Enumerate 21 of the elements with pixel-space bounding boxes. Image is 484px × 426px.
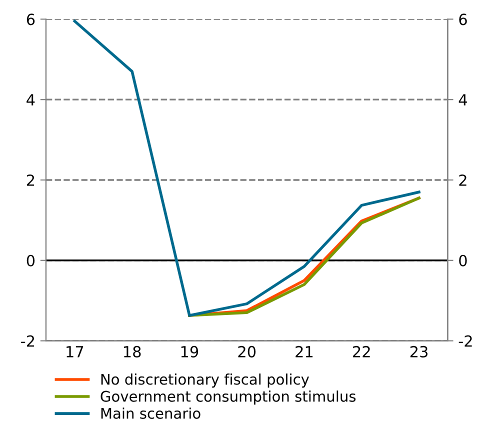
x-tick-label: 21 [296, 346, 313, 358]
y-tick-label: 4 [26, 94, 35, 106]
x-tick-label: 19 [181, 346, 198, 358]
y2-tick-label: 6 [459, 14, 467, 26]
legend-label: Government consumption stimulus [100, 390, 356, 405]
y-tick-label: 2 [26, 174, 34, 186]
y2-tick-label: -2 [458, 335, 472, 347]
x-tick-label: 23 [410, 346, 428, 358]
y-tick-label: -2 [21, 335, 34, 347]
legend-label: Main scenario [101, 408, 200, 419]
y-tick-label: 6 [26, 14, 35, 26]
y2-tick-label: 4 [458, 94, 467, 106]
y-tick-label: 0 [26, 254, 35, 266]
x-tick-label: 18 [124, 346, 141, 358]
x-tick-label: 20 [238, 346, 256, 358]
y2-tick-label: 2 [459, 174, 466, 186]
x-tick-label: 17 [66, 346, 84, 358]
x-tick-label: 22 [353, 346, 370, 358]
legend-label: No discretionary fiscal policy [101, 374, 310, 388]
y2-tick-label: 0 [459, 254, 467, 266]
line-series [73, 20, 420, 317]
